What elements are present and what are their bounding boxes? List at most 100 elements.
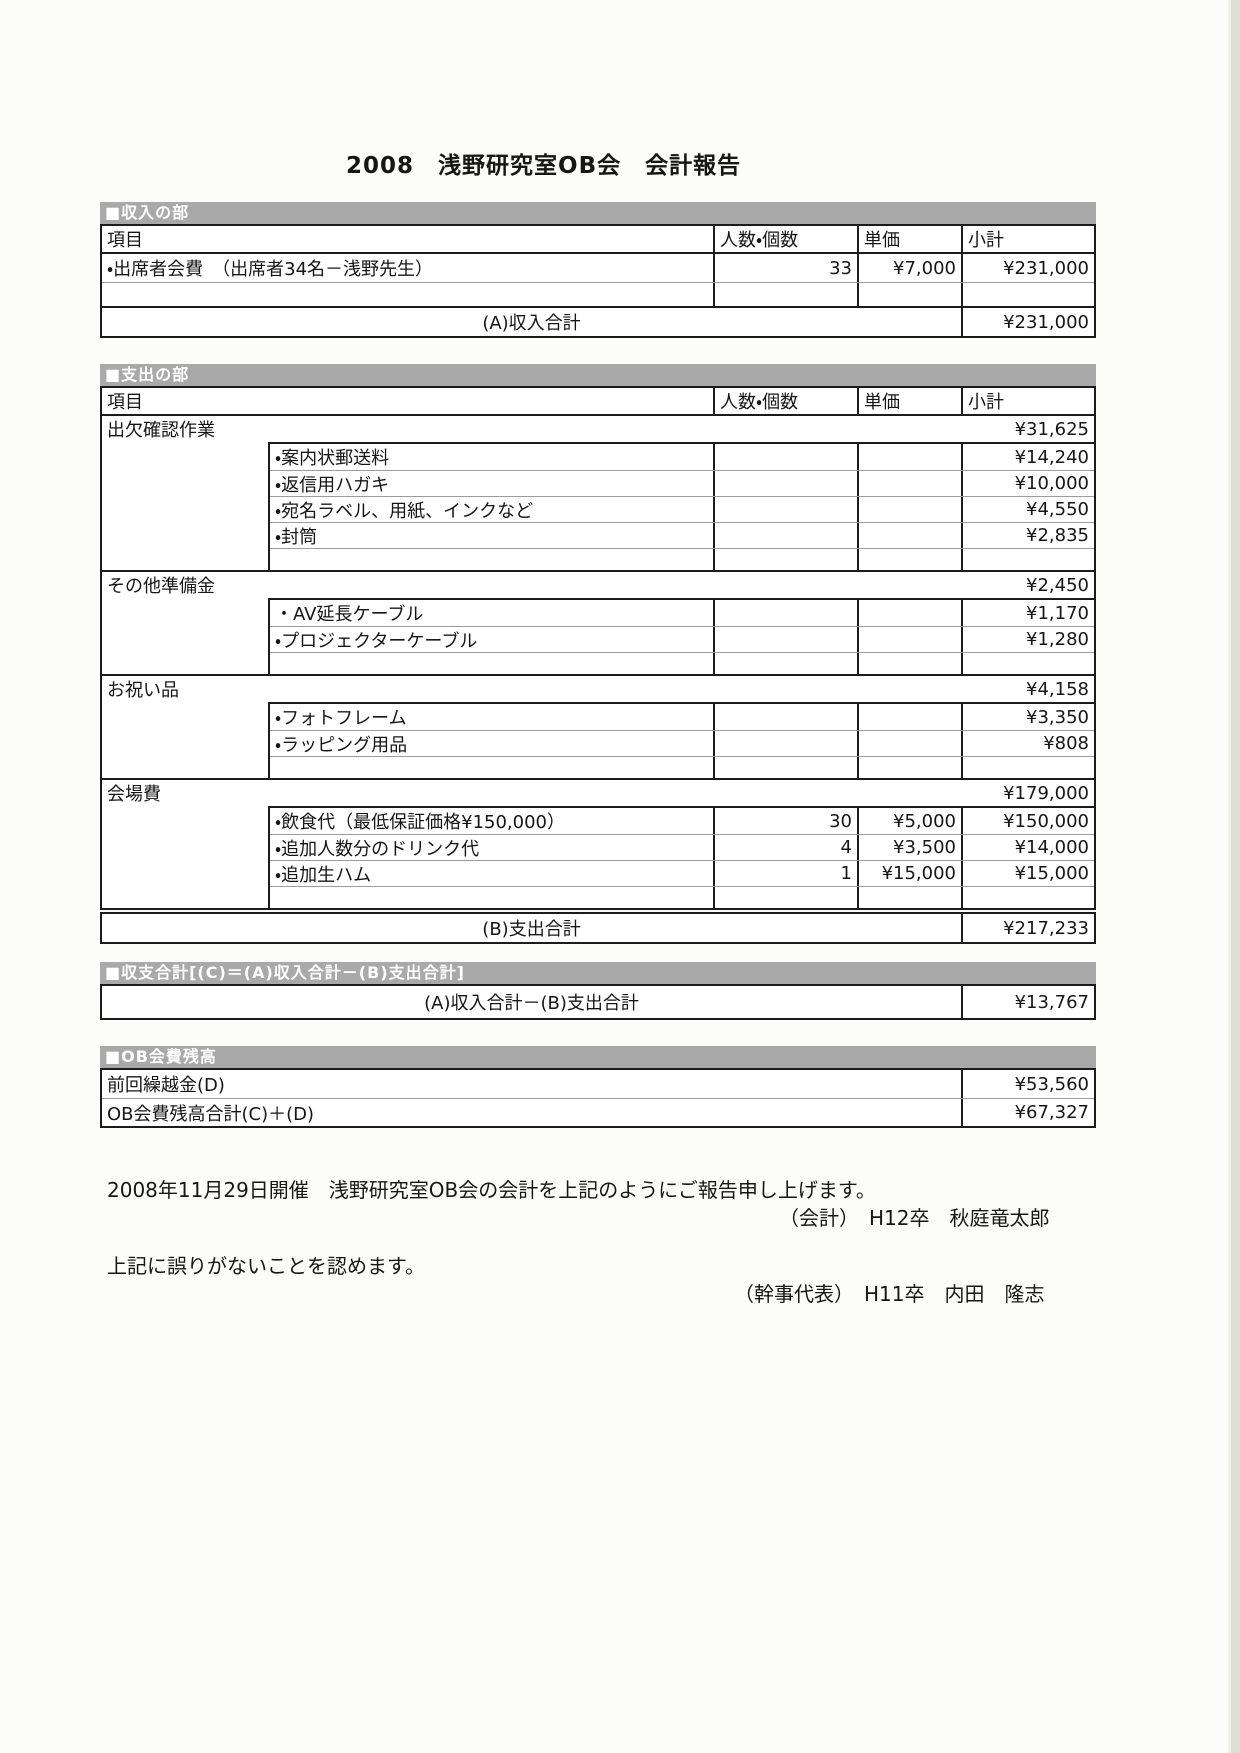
empty-cell bbox=[715, 887, 859, 908]
subitem-count bbox=[715, 497, 859, 522]
expense-subitem-row: ・封筒 ¥2,835 bbox=[270, 522, 1094, 548]
subitem-unit-price bbox=[859, 600, 963, 626]
scan-edge-band bbox=[1231, 0, 1240, 1753]
income-empty-row bbox=[102, 282, 1094, 306]
subitem-unit-price bbox=[859, 731, 963, 756]
empty-cell bbox=[270, 757, 715, 778]
empty-cell bbox=[859, 549, 963, 570]
subitem-unit-price bbox=[859, 444, 963, 470]
expense-subitem-box: ・AV延長ケーブル ¥1,170 ・プロジェクターケーブル ¥1,280 bbox=[268, 598, 1094, 674]
subitem-count: 1 bbox=[715, 861, 859, 886]
expense-header-row: 項目 人数・個数 単価 小計 bbox=[102, 388, 1094, 416]
expense-group-subtotal: ¥179,000 bbox=[1003, 782, 1089, 804]
expense-subitem-row: ・返信用ハガキ ¥10,000 bbox=[270, 470, 1094, 496]
column-header-item: 項目 bbox=[102, 388, 715, 414]
empty-cell bbox=[715, 653, 859, 674]
subitem-subtotal: ¥14,240 bbox=[1014, 446, 1089, 468]
subitem-unit-price bbox=[859, 497, 963, 522]
empty-cell bbox=[715, 283, 859, 306]
subitem-subtotal: ¥14,000 bbox=[1014, 837, 1089, 858]
column-header-unit-price: 単価 bbox=[859, 388, 963, 414]
subitem-subtotal: ¥150,000 bbox=[1003, 810, 1089, 832]
expense-group-label: 会場費 bbox=[107, 784, 161, 805]
subitem-unit-price bbox=[859, 471, 963, 496]
empty-cell bbox=[859, 283, 963, 306]
subitem-count bbox=[715, 523, 859, 548]
income-table: 項目 人数・個数 単価 小計 ・出席者会費 （出席者34名－浅野先生） 33 ¥… bbox=[100, 224, 1096, 308]
balance-section-bar: ■収支合計[(C)＝(A)収入合計－(B)支出合計] bbox=[100, 962, 1096, 984]
subitem-count bbox=[715, 704, 859, 730]
subitem-unit-price: ¥5,000 bbox=[859, 808, 963, 834]
subitem-subtotal: ¥4,550 bbox=[1026, 499, 1089, 520]
empty-cell bbox=[102, 283, 715, 306]
expense-empty-subrow bbox=[270, 548, 1094, 570]
expense-table: 項目 人数・個数 単価 小計 出欠確認作業 ¥31,625 ・案内状郵送料 ¥1… bbox=[100, 386, 1096, 910]
subitem-subtotal: ¥10,000 bbox=[1014, 473, 1089, 494]
subitem-label: ・封筒 bbox=[270, 523, 715, 548]
expense-subitem-box: ・フォトフレーム ¥3,350 ・ラッピング用品 ¥808 bbox=[268, 702, 1094, 778]
subitem-unit-price: ¥15,000 bbox=[859, 861, 963, 886]
empty-cell bbox=[270, 549, 715, 570]
column-header-unit-price: 単価 bbox=[859, 226, 963, 252]
subitem-count bbox=[715, 600, 859, 626]
column-header-subtotal: 小計 bbox=[968, 392, 1004, 413]
fund-row-label: 前回繰越金(D) bbox=[102, 1070, 963, 1098]
subitem-unit-price: ¥3,500 bbox=[859, 835, 963, 860]
expense-subitem-box: ・案内状郵送料 ¥14,240 ・返信用ハガキ ¥10,000 ・宛名ラベル、用… bbox=[268, 442, 1094, 570]
expense-total-label: (B)支出合計 bbox=[102, 914, 963, 942]
subitem-label: ・フォトフレーム bbox=[270, 704, 715, 730]
subitem-subtotal: ¥1,170 bbox=[1026, 602, 1089, 624]
income-total-row: (A)収入合計 ¥231,000 bbox=[100, 306, 1096, 338]
subitem-label: ・宛名ラベル、用紙、インクなど bbox=[270, 497, 715, 522]
income-item-subtotal: ¥231,000 bbox=[1003, 257, 1089, 279]
empty-cell bbox=[859, 757, 963, 778]
expense-subitem-row: ・ラッピング用品 ¥808 bbox=[270, 730, 1094, 756]
subitem-label: ・追加人数分のドリンク代 bbox=[270, 835, 715, 860]
income-item-count: 33 bbox=[715, 254, 859, 282]
subitem-label: ・プロジェクターケーブル bbox=[270, 627, 715, 652]
fund-row-value: ¥67,327 bbox=[1014, 1102, 1089, 1123]
scan-edge-shading bbox=[1228, 0, 1231, 1753]
expense-group-subtotal: ¥31,625 bbox=[1014, 418, 1089, 440]
expense-subitem-row: ・案内状郵送料 ¥14,240 bbox=[270, 444, 1094, 470]
expense-group-label: その他準備金 bbox=[107, 576, 215, 597]
subitem-label: ・AV延長ケーブル bbox=[270, 600, 715, 626]
subitem-subtotal: ¥2,835 bbox=[1026, 525, 1089, 546]
empty-cell bbox=[963, 757, 1094, 778]
subitem-unit-price bbox=[859, 704, 963, 730]
subitem-count bbox=[715, 627, 859, 652]
subitem-label: ・案内状郵送料 bbox=[270, 444, 715, 470]
expense-group-other-preparation: その他準備金 ¥2,450 ・AV延長ケーブル ¥1,170 ・プロジェクターケ… bbox=[102, 572, 1094, 676]
empty-cell bbox=[715, 757, 859, 778]
expense-subitem-box: ・飲食代（最低保証価格¥150,000） 30 ¥5,000 ¥150,000 … bbox=[268, 806, 1094, 908]
expense-subitem-row: ・宛名ラベル、用紙、インクなど ¥4,550 bbox=[270, 496, 1094, 522]
subitem-count bbox=[715, 731, 859, 756]
empty-cell bbox=[270, 887, 715, 908]
attestation-statement: 上記に誤りがないことを認めます。 bbox=[107, 1254, 425, 1278]
empty-cell bbox=[963, 887, 1094, 908]
expense-group-row: お祝い品 ¥4,158 bbox=[102, 676, 1094, 702]
page-title: 2008 浅野研究室OB会 会計報告 bbox=[346, 153, 742, 179]
expense-group-row: その他準備金 ¥2,450 bbox=[102, 572, 1094, 598]
income-total-value: ¥231,000 bbox=[1003, 311, 1089, 333]
expense-subitem-row: ・AV延長ケーブル ¥1,170 bbox=[270, 600, 1094, 626]
subitem-count bbox=[715, 444, 859, 470]
subitem-label: ・ラッピング用品 bbox=[270, 731, 715, 756]
expense-empty-subrow bbox=[270, 886, 1094, 908]
subitem-subtotal: ¥15,000 bbox=[1014, 863, 1089, 884]
subitem-unit-price bbox=[859, 523, 963, 548]
subitem-label: ・飲食代（最低保証価格¥150,000） bbox=[270, 808, 715, 834]
expense-subitem-row: ・プロジェクターケーブル ¥1,280 bbox=[270, 626, 1094, 652]
fund-row-value: ¥53,560 bbox=[1014, 1073, 1089, 1095]
expense-empty-subrow bbox=[270, 652, 1094, 674]
column-header-subtotal: 小計 bbox=[968, 230, 1004, 251]
expense-group-subtotal: ¥2,450 bbox=[1026, 574, 1089, 596]
expense-subitem-row: ・追加人数分のドリンク代 4 ¥3,500 ¥14,000 bbox=[270, 834, 1094, 860]
subitem-subtotal: ¥3,350 bbox=[1026, 706, 1089, 728]
report-statement: 2008年11月29日開催 浅野研究室OB会の会計を上記のようにご報告申し上げま… bbox=[107, 1178, 876, 1202]
subitem-label: ・追加生ハム bbox=[270, 861, 715, 886]
subitem-subtotal: ¥1,280 bbox=[1026, 629, 1089, 650]
expense-group-attendance-check: 出欠確認作業 ¥31,625 ・案内状郵送料 ¥14,240 ・返信用ハガキ ¥… bbox=[102, 416, 1094, 572]
expense-total-row: (B)支出合計 ¥217,233 bbox=[100, 912, 1096, 944]
